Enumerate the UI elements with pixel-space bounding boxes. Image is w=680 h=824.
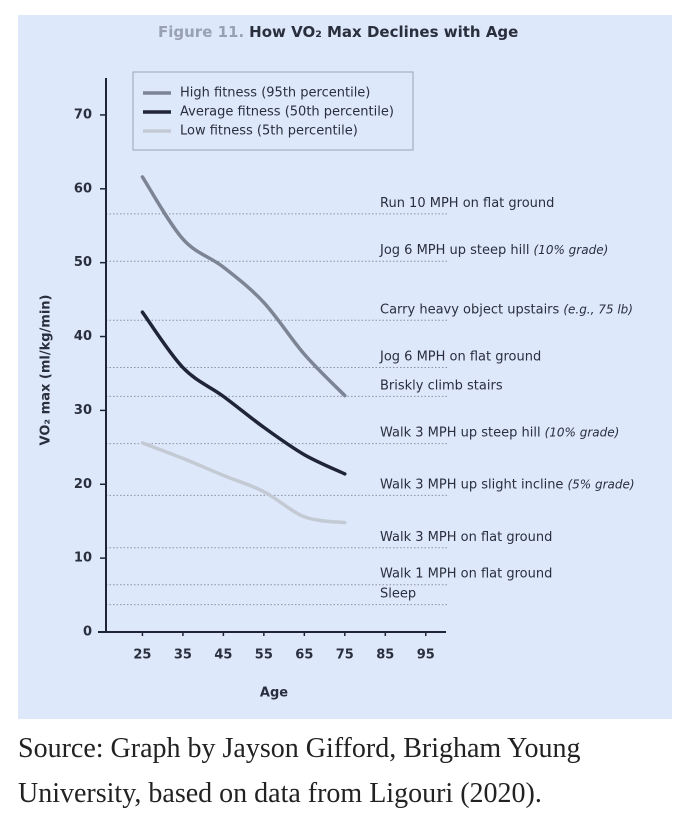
y-tick-label: 70 bbox=[74, 107, 92, 122]
y-tick-label: 40 bbox=[74, 329, 92, 344]
reference-label: Run 10 MPH on flat ground bbox=[380, 195, 554, 210]
legend-box bbox=[132, 71, 414, 151]
reference-label-note: (e.g., 75 lb) bbox=[563, 302, 633, 316]
legend-label: High fitness (95th percentile) bbox=[180, 86, 370, 101]
reference-label: Walk 3 MPH on flat ground bbox=[380, 529, 552, 544]
reference-label: Walk 3 MPH up slight incline (5% grade) bbox=[380, 477, 635, 492]
reference-label: Walk 1 MPH on flat ground bbox=[380, 566, 552, 581]
reference-label: Carry heavy object upstairs (e.g., 75 lb) bbox=[380, 302, 633, 317]
y-tick-label: 30 bbox=[74, 403, 92, 418]
y-tick-label: 50 bbox=[74, 255, 92, 270]
x-axis-label: Age bbox=[260, 686, 288, 701]
chart: Figure 11. How VO₂ Max Declines with Age … bbox=[18, 15, 672, 719]
x-tick-label: 65 bbox=[295, 648, 313, 663]
x-tick-label: 35 bbox=[174, 648, 192, 663]
reference-label-text: Briskly climb stairs bbox=[380, 378, 503, 393]
y-tick-label: 20 bbox=[74, 477, 92, 492]
reference-label-text: Jog 6 MPH on flat ground bbox=[379, 349, 541, 364]
series-line bbox=[140, 175, 347, 398]
figure-title: Figure 11. How VO₂ Max Declines with Age bbox=[158, 23, 518, 41]
reference-label: Jog 6 MPH up steep hill (10% grade) bbox=[379, 243, 608, 258]
series-line bbox=[140, 310, 347, 476]
reference-label: Jog 6 MPH on flat ground bbox=[379, 349, 541, 364]
x-tick-label: 75 bbox=[336, 648, 354, 663]
reference-label-note: (5% grade) bbox=[567, 477, 634, 491]
chart-background bbox=[18, 15, 672, 719]
reference-label-text: Walk 1 MPH on flat ground bbox=[380, 566, 552, 581]
series-line bbox=[140, 441, 347, 525]
reference-label-note: (10% grade) bbox=[534, 243, 609, 257]
chart-title: How VO₂ Max Declines with Age bbox=[249, 23, 518, 41]
x-tick-label: 55 bbox=[255, 648, 273, 663]
reference-label: Briskly climb stairs bbox=[380, 378, 503, 393]
x-tick-label: 85 bbox=[376, 648, 394, 663]
x-tick-label: 25 bbox=[133, 648, 151, 663]
y-tick-label: 0 bbox=[83, 625, 92, 640]
reference-label-text: Sleep bbox=[380, 586, 416, 601]
legend-label: Low fitness (5th percentile) bbox=[180, 124, 358, 139]
reference-label-text: Jog 6 MPH up steep hill bbox=[379, 243, 530, 258]
y-tick-label: 10 bbox=[74, 551, 92, 566]
y-axis-label: VO₂ max (ml/kg/min) bbox=[39, 295, 54, 446]
figure-label: Figure 11. bbox=[158, 23, 244, 41]
y-tick-label: 60 bbox=[74, 181, 92, 196]
reference-label-text: Carry heavy object upstairs bbox=[380, 302, 560, 317]
reference-label-text: Run 10 MPH on flat ground bbox=[380, 195, 554, 210]
reference-label-note: (10% grade) bbox=[545, 425, 620, 439]
reference-label: Walk 3 MPH up steep hill (10% grade) bbox=[380, 425, 619, 440]
reference-label-text: Walk 3 MPH up steep hill bbox=[380, 425, 541, 440]
reference-label-text: Walk 3 MPH on flat ground bbox=[380, 529, 552, 544]
x-tick-label: 95 bbox=[417, 648, 435, 663]
reference-label: Sleep bbox=[380, 586, 416, 601]
source-caption: Source: Graph by Jayson Gifford, Brigham… bbox=[18, 733, 581, 809]
reference-label-text: Walk 3 MPH up slight incline bbox=[380, 477, 563, 492]
legend-label: Average fitness (50th percentile) bbox=[180, 105, 394, 120]
x-tick-label: 45 bbox=[214, 648, 232, 663]
